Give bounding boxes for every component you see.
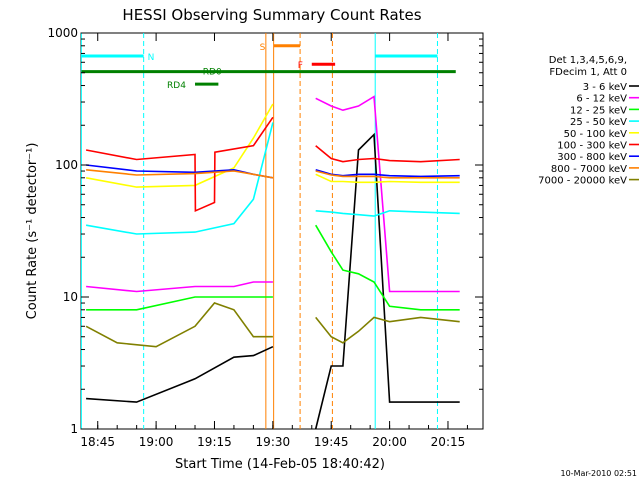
legend-entry-label: 800 - 7000 keV [551,164,627,175]
y-tick-label: 10 [63,290,78,304]
legend-entry-label: 50 - 100 keV [564,129,628,140]
series-line-0 [86,132,460,430]
legend: Det 1,3,4,5,6,9,FDecim 1, Att 0 3 - 6 keV… [538,55,639,187]
state-bars: N RD0 RD4 S F [81,43,456,91]
series-line-1 [86,95,460,293]
state-label: N [148,53,155,63]
series-line-6 [86,164,460,179]
x-tick-label: 19:15 [197,435,232,449]
series-layer [85,95,460,430]
x-tick-label: 19:45 [314,435,349,449]
series-line-8 [85,302,460,348]
x-axis: 18:45 19:00 19:15 19:30 19:45 20:00 20:15 [80,33,468,449]
y-axis-label: Count Rate (s⁻¹ detector⁻¹) [25,143,40,320]
chart-title: HESSI Observing Summary Count Rates [122,6,421,24]
y-tick-label: 100 [55,158,78,172]
x-axis-label: Start Time (14-Feb-05 18:40:42) [175,457,385,472]
state-label: S [260,43,266,53]
state-label: RD4 [167,81,186,91]
y-axis: 1 10 100 1000 [47,26,483,436]
legend-entry-label: 3 - 6 keV [583,82,627,93]
legend-entry-label: 6 - 12 keV [576,94,627,105]
series-line-7 [86,169,460,179]
state-label: RD0 [203,68,222,78]
state-label: F [298,61,303,71]
legend-header-line: FDecim 1, Att 0 [549,67,627,78]
x-tick-label: 20:00 [372,435,407,449]
event-lines [80,33,438,429]
legend-entry-label: 12 - 25 keV [570,105,627,116]
y-tick-label: 1 [70,422,78,436]
y-tick-label: 1000 [47,26,78,40]
legend-entry-label: 100 - 300 keV [557,141,627,152]
plot-frame [80,32,484,430]
legend-entry-label: 7000 - 20000 keV [538,176,627,187]
legend-entry-label: 25 - 50 keV [570,117,627,128]
x-tick-label: 18:45 [80,435,115,449]
legend-entry-label: 300 - 800 keV [557,152,627,163]
timestamp: 10-Mar-2010 02:51 [561,469,638,478]
x-tick-label: 19:30 [256,435,291,449]
x-tick-label: 19:00 [139,435,174,449]
series-line-3 [85,122,460,235]
legend-header-line: Det 1,3,4,5,6,9, [549,55,627,66]
x-tick-label: 20:15 [431,435,466,449]
series-line-5 [85,116,460,213]
series-line-2 [86,224,460,311]
